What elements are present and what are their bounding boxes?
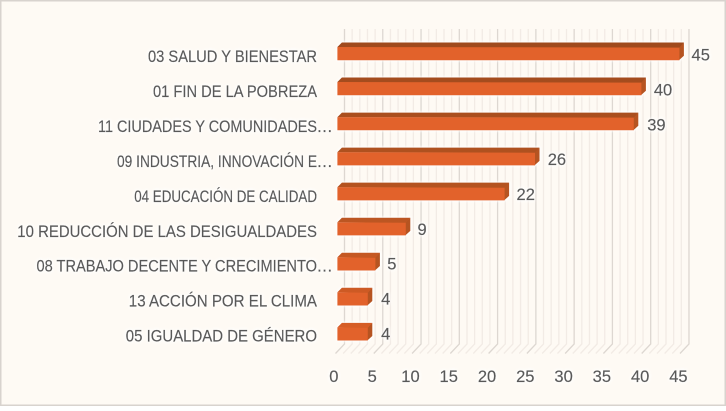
- svg-text:5: 5: [368, 368, 377, 386]
- svg-text:13 ACCIÓN POR EL CLIMA: 13 ACCIÓN POR EL CLIMA: [129, 292, 317, 311]
- svg-text:...: ...: [317, 258, 333, 276]
- svg-text:30: 30: [554, 368, 572, 386]
- svg-text:45: 45: [692, 47, 710, 65]
- svg-text:20: 20: [478, 368, 496, 386]
- svg-text:04 EDUCACIÓN DE CALIDAD: 04 EDUCACIÓN DE CALIDAD: [134, 187, 317, 206]
- svg-text:...: ...: [317, 118, 333, 136]
- svg-text:25: 25: [516, 368, 534, 386]
- svg-text:4: 4: [381, 325, 390, 343]
- svg-text:...: ...: [317, 153, 333, 171]
- svg-text:39: 39: [647, 116, 665, 134]
- svg-text:4: 4: [381, 290, 390, 308]
- svg-text:40: 40: [654, 81, 672, 99]
- svg-text:35: 35: [593, 368, 611, 386]
- svg-text:5: 5: [387, 256, 396, 274]
- svg-text:01 FIN DE LA POBREZA: 01 FIN DE LA POBREZA: [153, 83, 317, 101]
- svg-text:03 SALUD Y BIENESTAR: 03 SALUD Y BIENESTAR: [148, 48, 317, 66]
- svg-text:9: 9: [418, 221, 427, 239]
- svg-text:11 CIUDADES Y COMUNIDADES: 11 CIUDADES Y COMUNIDADES: [98, 118, 317, 136]
- svg-text:10 REDUCCIÓN DE LAS DESIGUALDA: 10 REDUCCIÓN DE LAS DESIGUALDADES: [17, 222, 317, 241]
- svg-text:05 IGUALDAD DE GÉNERO: 05 IGUALDAD DE GÉNERO: [126, 326, 317, 345]
- svg-text:45: 45: [669, 368, 687, 386]
- svg-text:09 INDUSTRIA, INNOVACIÓN E: 09 INDUSTRIA, INNOVACIÓN E: [117, 152, 317, 171]
- svg-text:08 TRABAJO DECENTE Y CRECIMIEN: 08 TRABAJO DECENTE Y CRECIMIENTO: [37, 258, 318, 276]
- svg-text:10: 10: [401, 368, 419, 386]
- svg-text:40: 40: [631, 368, 649, 386]
- svg-text:15: 15: [440, 368, 458, 386]
- svg-text:0: 0: [329, 368, 338, 386]
- svg-text:26: 26: [548, 151, 566, 169]
- svg-text:22: 22: [517, 186, 535, 204]
